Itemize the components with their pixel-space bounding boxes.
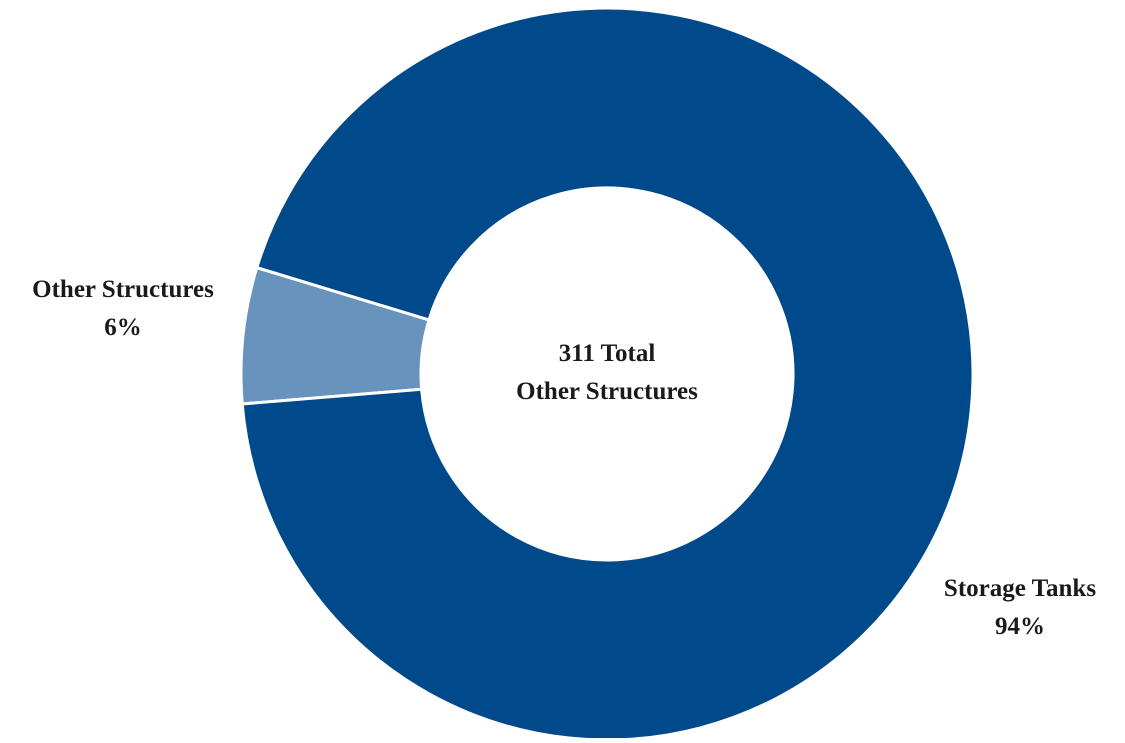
slices-layer [239,6,975,742]
slice-percent-other-structures: 6% [104,314,142,341]
labels-layer: Other Structures 6% Storage Tanks 94% [32,276,1096,640]
slice-label-other-structures: Other Structures [32,276,214,303]
center-label: 311 Total Other Structures [516,340,698,405]
center-label-line1: 311 Total [559,340,656,367]
slice-label-storage-tanks: Storage Tanks [944,575,1096,602]
center-label-line2: Other Structures [516,378,698,405]
slice-percent-storage-tanks: 94% [995,613,1045,640]
slice-storage-tanks [240,6,975,742]
